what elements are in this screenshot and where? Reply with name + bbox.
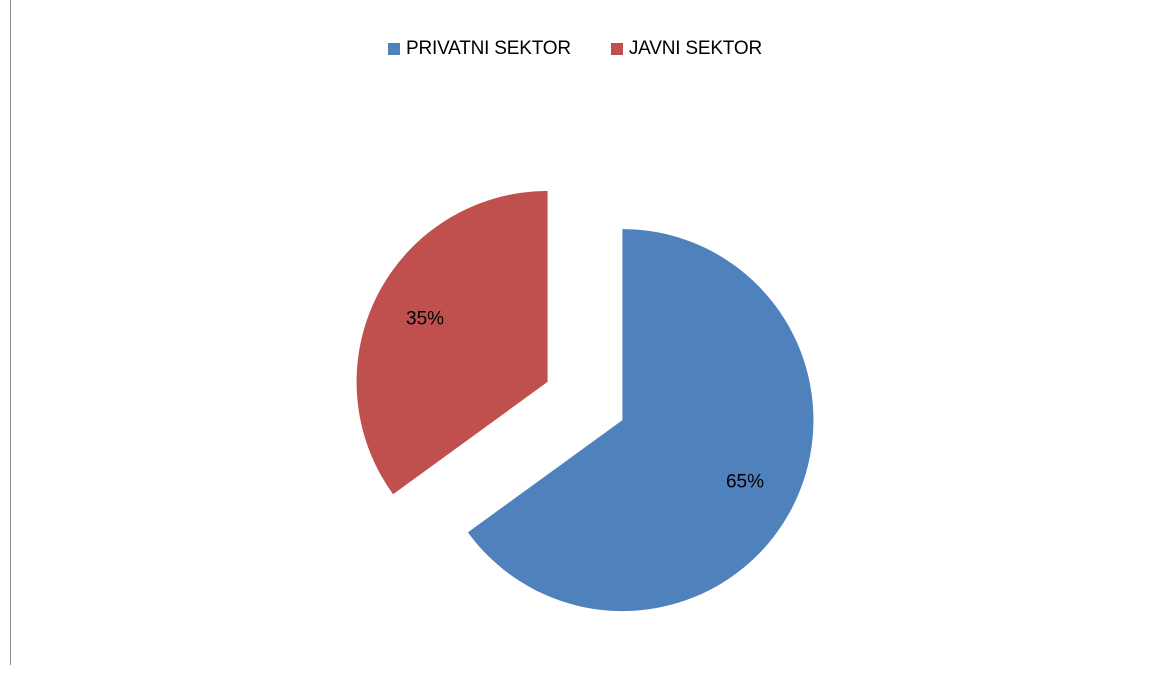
- legend-item-javni-sektor: JAVNI SEKTOR: [610, 38, 762, 60]
- legend-item-privatni-sektor: PRIVATNI SEKTOR: [388, 38, 571, 60]
- left-border-line: [10, 0, 11, 665]
- legend-swatch-javni-sektor: [610, 43, 623, 55]
- pie-slices: [356, 190, 814, 612]
- data-label-privatni-sektor: 65%: [726, 472, 764, 493]
- legend-label-javni-sektor: JAVNI SEKTOR: [628, 38, 762, 59]
- pie-slice-javni-sektor: [356, 190, 548, 495]
- legend-label-privatni-sektor: PRIVATNI SEKTOR: [406, 38, 571, 59]
- pie-data-labels: 65% 35%: [406, 309, 764, 493]
- data-label-javni-sektor: 35%: [406, 309, 444, 330]
- legend-swatch-privatni-sektor: [388, 43, 400, 55]
- pie-slice-privatni-sektor: [467, 229, 814, 612]
- chart-legend: PRIVATNI SEKTOR JAVNI SEKTOR: [0, 38, 1150, 60]
